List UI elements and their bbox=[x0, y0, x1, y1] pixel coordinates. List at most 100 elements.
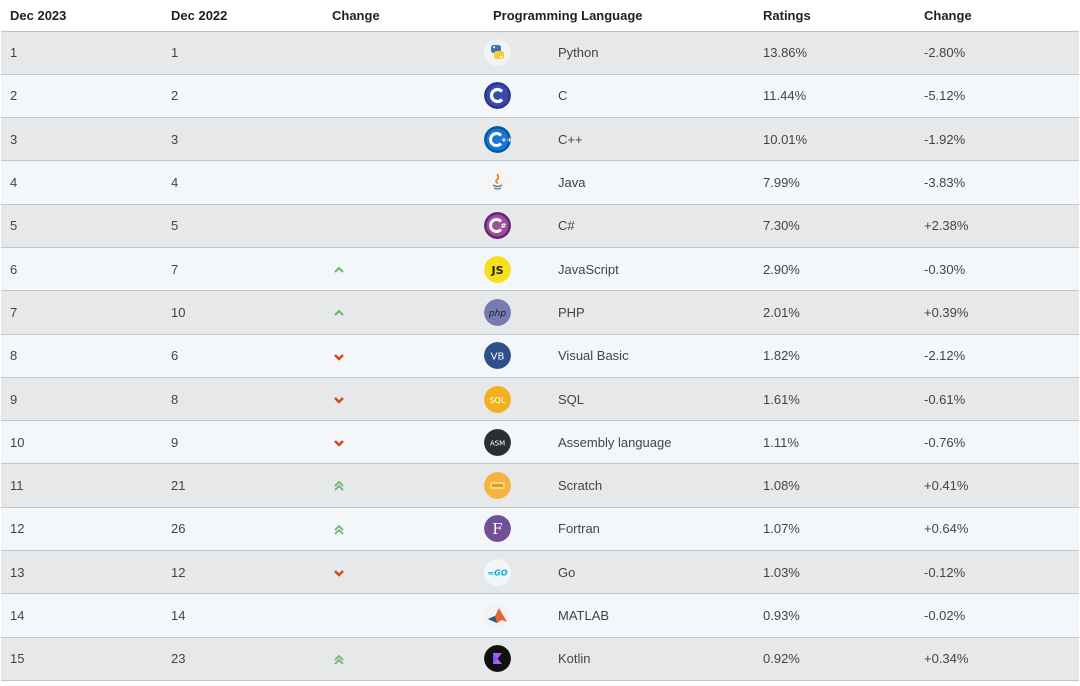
rank-dec2022: 8 bbox=[162, 377, 323, 422]
header-ratings[interactable]: Ratings bbox=[754, 0, 915, 32]
header-dec2022[interactable]: Dec 2022 bbox=[162, 0, 323, 32]
go-icon: =GO bbox=[484, 558, 511, 586]
rank-dec2022: 9 bbox=[162, 420, 323, 465]
rank-change-cell bbox=[323, 507, 484, 552]
rank-dec2023: 12 bbox=[1, 507, 162, 552]
language-logo-cell bbox=[484, 74, 549, 119]
rating-change-value: -0.12% bbox=[915, 550, 1079, 595]
rating-change-value: -2.12% bbox=[915, 334, 1079, 378]
chevron-up-icon bbox=[332, 306, 346, 320]
matlab-icon bbox=[484, 602, 511, 629]
javascript-icon: JS bbox=[484, 255, 511, 283]
rank-dec2023: 10 bbox=[1, 420, 162, 465]
language-name[interactable]: Assembly language bbox=[549, 420, 754, 465]
rating-change-value: -1.92% bbox=[915, 117, 1079, 162]
language-name[interactable]: Python bbox=[549, 31, 754, 75]
language-logo-cell bbox=[484, 593, 549, 638]
rating-value: 7.30% bbox=[754, 204, 915, 248]
language-name[interactable]: Go bbox=[549, 550, 754, 595]
rank-dec2022: 6 bbox=[162, 334, 323, 378]
rank-change-cell bbox=[323, 160, 484, 205]
header-dec2023[interactable]: Dec 2023 bbox=[1, 0, 162, 32]
table-row: 8 6 VB Visual Basic 1.82% -2.12% bbox=[1, 334, 1079, 378]
rank-dec2023: 8 bbox=[1, 334, 162, 378]
table-row: 12 26 F Fortran 1.07% +0.64% bbox=[1, 507, 1079, 552]
double-chevron-up-icon bbox=[332, 479, 346, 493]
rating-change-value: -0.02% bbox=[915, 593, 1079, 638]
language-name[interactable]: Java bbox=[549, 160, 754, 205]
language-logo-cell: # bbox=[484, 204, 549, 248]
rank-dec2023: 15 bbox=[1, 637, 162, 681]
rating-value: 0.92% bbox=[754, 637, 915, 681]
rating-value: 1.03% bbox=[754, 550, 915, 595]
language-name[interactable]: C bbox=[549, 74, 754, 119]
rank-dec2022: 12 bbox=[162, 550, 323, 595]
rating-change-value: -5.12% bbox=[915, 74, 1079, 119]
rank-change-cell bbox=[323, 377, 484, 422]
rank-dec2023: 14 bbox=[1, 593, 162, 638]
language-name[interactable]: PHP bbox=[549, 290, 754, 335]
table-header-row: Dec 2023 Dec 2022 Change Programming Lan… bbox=[1, 0, 1079, 32]
language-logo-cell bbox=[484, 463, 549, 508]
language-logo-cell: ASM bbox=[484, 420, 549, 465]
rank-dec2022: 4 bbox=[162, 160, 323, 205]
csharp-icon: # bbox=[484, 212, 511, 240]
table-row: 14 14 MATLAB 0.93% -0.02% bbox=[1, 593, 1079, 638]
table-row: 6 7 JS JavaScript 2.90% -0.30% bbox=[1, 247, 1079, 292]
header-language[interactable]: Programming Language bbox=[484, 0, 754, 32]
chevron-down-icon bbox=[332, 350, 346, 364]
rank-change-cell bbox=[323, 550, 484, 595]
rank-change-cell bbox=[323, 74, 484, 119]
rank-dec2023: 7 bbox=[1, 290, 162, 335]
language-name[interactable]: MATLAB bbox=[549, 593, 754, 638]
rating-value: 2.01% bbox=[754, 290, 915, 335]
language-name[interactable]: Visual Basic bbox=[549, 334, 754, 378]
language-name[interactable]: Fortran bbox=[549, 507, 754, 552]
rank-change-cell bbox=[323, 593, 484, 638]
chevron-down-icon bbox=[332, 393, 346, 407]
rating-change-value: +0.41% bbox=[915, 463, 1079, 508]
double-chevron-up-icon bbox=[332, 523, 346, 537]
language-name[interactable]: Kotlin bbox=[549, 637, 754, 681]
language-name[interactable]: SQL bbox=[549, 377, 754, 422]
svg-text:F: F bbox=[492, 520, 502, 538]
svg-text:=GO: =GO bbox=[487, 568, 507, 577]
header-change[interactable]: Change bbox=[323, 0, 484, 32]
table-row: 9 8 SQL SQL 1.61% -0.61% bbox=[1, 377, 1079, 422]
language-name[interactable]: C++ bbox=[549, 117, 754, 162]
rating-value: 0.93% bbox=[754, 593, 915, 638]
language-name[interactable]: JavaScript bbox=[549, 247, 754, 292]
rank-change-cell bbox=[323, 420, 484, 465]
rating-change-value: -3.83% bbox=[915, 160, 1079, 205]
rating-change-value: +0.39% bbox=[915, 290, 1079, 335]
rank-dec2023: 4 bbox=[1, 160, 162, 205]
language-logo-cell: ++ bbox=[484, 117, 549, 162]
language-logo-cell: JS bbox=[484, 247, 549, 292]
rating-change-value: +0.34% bbox=[915, 637, 1079, 681]
language-name[interactable]: Scratch bbox=[549, 463, 754, 508]
language-name[interactable]: C# bbox=[549, 204, 754, 248]
php-icon: php bbox=[484, 298, 511, 326]
table-row: 7 10 php PHP 2.01% +0.39% bbox=[1, 290, 1079, 335]
header-rating-change[interactable]: Change bbox=[915, 0, 1079, 32]
rating-change-value: -2.80% bbox=[915, 31, 1079, 75]
java-icon bbox=[484, 169, 511, 197]
table-row: 2 2 C 11.44% -5.12% bbox=[1, 74, 1079, 119]
rating-change-value: +2.38% bbox=[915, 204, 1079, 248]
rank-dec2022: 3 bbox=[162, 117, 323, 162]
rating-value: 13.86% bbox=[754, 31, 915, 75]
rank-dec2022: 1 bbox=[162, 31, 323, 75]
rank-dec2023: 9 bbox=[1, 377, 162, 422]
rank-dec2023: 1 bbox=[1, 31, 162, 75]
svg-text:ASM: ASM bbox=[490, 439, 505, 447]
scratch-icon bbox=[484, 472, 511, 500]
rating-value: 10.01% bbox=[754, 117, 915, 162]
rating-value: 1.61% bbox=[754, 377, 915, 422]
rank-dec2023: 2 bbox=[1, 74, 162, 119]
rank-change-cell bbox=[323, 204, 484, 248]
language-logo-cell bbox=[484, 160, 549, 205]
rank-dec2022: 5 bbox=[162, 204, 323, 248]
rank-change-cell bbox=[323, 290, 484, 335]
table-row: 11 21 Scratch 1.08% +0.41% bbox=[1, 463, 1079, 508]
rating-change-value: -0.76% bbox=[915, 420, 1079, 465]
